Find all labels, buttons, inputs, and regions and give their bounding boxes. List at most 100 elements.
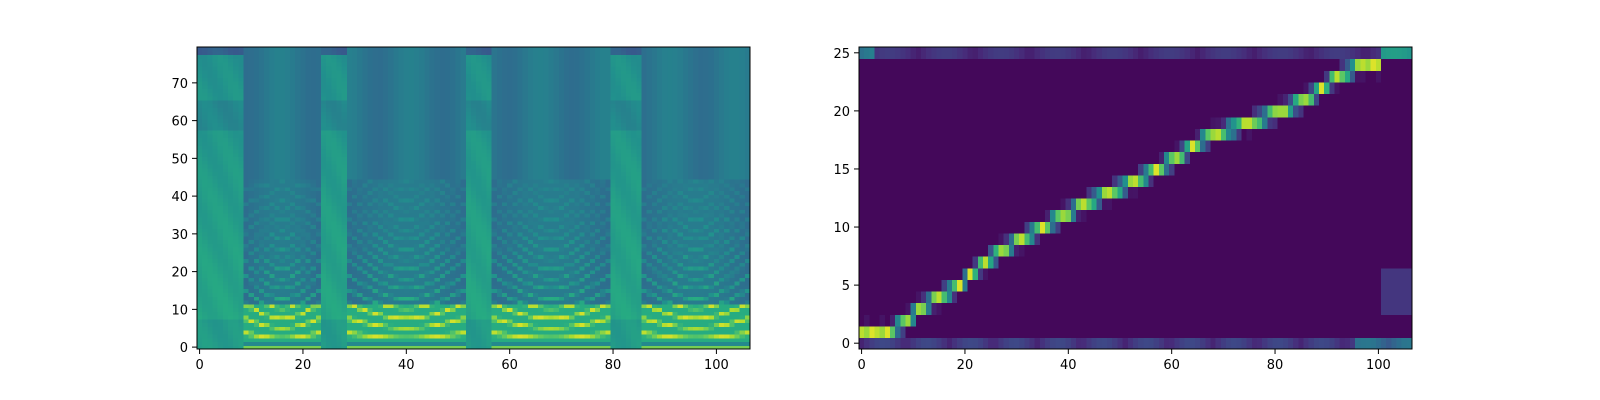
spectrogram-cell (424, 171, 431, 176)
spectrogram-cell (228, 198, 234, 203)
spectrogram-cell (470, 318, 477, 324)
spectrogram-cell (377, 54, 384, 59)
spectrogram-cell (326, 122, 332, 127)
spectrogram-cell (445, 341, 451, 346)
spectrogram-cell (352, 262, 358, 267)
spectrogram-cell (352, 92, 358, 97)
spectrogram-cell (253, 141, 260, 146)
spectrogram-cell (279, 84, 286, 90)
spectrogram-cell (300, 311, 307, 316)
spectrogram-cell (295, 88, 301, 93)
spectrogram-cell (383, 231, 389, 237)
spectrogram-cell (455, 164, 462, 169)
spectrogram-cell (259, 262, 265, 267)
spectrogram-cell (496, 292, 503, 297)
spectrogram-cell (362, 167, 369, 173)
spectrogram-cell (321, 209, 327, 214)
spectrogram-cell (512, 96, 519, 101)
spectrogram-cell (331, 216, 338, 222)
spectrogram-cell (429, 322, 436, 327)
spectrogram-cell (357, 326, 363, 331)
spectrogram-cell (207, 277, 214, 282)
spectrogram-cell (274, 111, 281, 116)
spectrogram-cell (315, 281, 322, 286)
spectrogram-cell (274, 269, 281, 275)
spectrogram-cell (295, 213, 301, 218)
spectrogram-cell (445, 114, 451, 120)
spectrogram-cell (414, 111, 420, 116)
spectrogram-cell (501, 77, 508, 82)
spectrogram-cell (300, 326, 307, 331)
spectrogram-cell (470, 96, 477, 101)
spectrogram-cell (346, 201, 353, 207)
spectrogram-cell (321, 182, 327, 188)
spectrogram-cell (197, 273, 203, 278)
spectrogram-cell (212, 58, 219, 63)
spectrogram-cell (315, 228, 322, 233)
spectrogram-cell (222, 80, 229, 86)
spectrogram-cell (481, 62, 488, 67)
spectrogram-cell (476, 77, 482, 82)
spectrogram-cell (481, 96, 488, 101)
spectrogram-cell (496, 84, 503, 90)
spectrogram-cell (326, 54, 332, 59)
spectrogram-cell (346, 337, 353, 343)
spectrogram-cell (253, 167, 260, 173)
spectrogram-cell (248, 122, 255, 127)
spectrogram-cell (300, 315, 307, 320)
spectrogram-cell (388, 216, 394, 222)
spectrogram-cell (439, 171, 446, 176)
spectrogram-cell (481, 58, 488, 63)
spectrogram-cell (362, 80, 369, 86)
spectrogram-cell (388, 167, 394, 173)
spectrogram-cell (507, 164, 513, 169)
spectrogram-cell (310, 77, 317, 82)
spectrogram-cell (212, 213, 219, 218)
spectrogram-cell (295, 288, 301, 293)
spectrogram-cell (476, 194, 482, 199)
spectrogram-cell (393, 175, 400, 180)
spectrogram-cell (217, 103, 224, 109)
spectrogram-cell (491, 333, 498, 339)
spectrogram-cell (300, 137, 307, 142)
spectrogram-cell (264, 65, 270, 71)
spectrogram-cell (197, 269, 203, 275)
spectrogram-cell (507, 262, 513, 267)
spectrogram-cell (341, 315, 348, 320)
spectrogram-cell (290, 156, 296, 161)
spectrogram-cell (357, 345, 363, 350)
spectrogram-cell (476, 69, 482, 75)
spectrogram-cell (512, 145, 519, 150)
spectrogram-cell (362, 47, 369, 52)
spectrogram-cell (222, 62, 229, 67)
spectrogram-cell (445, 243, 451, 248)
spectrogram-cell (341, 262, 348, 267)
spectrogram-cell (217, 337, 224, 343)
spectrogram-cell (238, 228, 245, 233)
spectrogram-cell (336, 167, 343, 173)
spectrogram-cell (491, 220, 498, 226)
spectrogram-cell (377, 175, 384, 180)
spectrogram-cell (202, 277, 208, 282)
spectrogram-cell (512, 326, 519, 331)
spectrogram-cell (419, 216, 425, 222)
spectrogram-cell (207, 141, 214, 146)
spectrogram-cell (424, 254, 431, 260)
spectrogram-cell (403, 88, 410, 93)
spectrogram-cell (248, 69, 255, 75)
spectrogram-cell (501, 84, 508, 90)
spectrogram-cell (476, 284, 482, 290)
spectrogram-cell (331, 111, 338, 116)
spectrogram-cell (346, 107, 353, 112)
spectrogram-cell (331, 114, 338, 120)
spectrogram-cell (403, 80, 410, 86)
spectrogram-cell (310, 186, 317, 192)
spectrogram-cell (429, 281, 436, 286)
spectrogram-cell (460, 315, 467, 320)
spectrogram-cell (403, 130, 410, 135)
spectrogram-cell (253, 88, 260, 93)
spectrogram-cell (233, 167, 239, 173)
spectrogram-cell (222, 269, 229, 275)
spectrogram-cell (486, 258, 493, 263)
spectrogram-cell (388, 277, 394, 282)
